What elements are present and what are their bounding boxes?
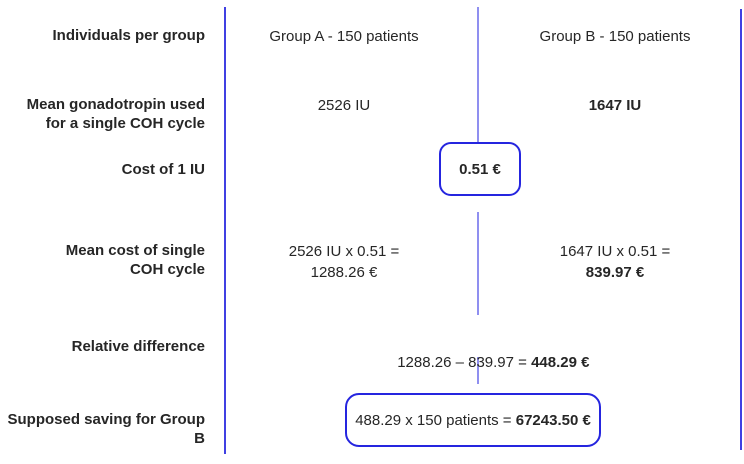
group-a-mean-cost: 2526 IU x 0.51 = 1288.26 € <box>288 243 400 281</box>
group-b-mean-cost-formula: 1647 IU x 0.51 = <box>559 243 671 260</box>
row-label-mean-cost: Mean cost of single COH cycle <box>65 242 205 278</box>
relative-difference-result: 448.29 € <box>531 354 590 371</box>
divider-line-left <box>224 7 226 454</box>
supposed-saving-result: 67243.50 € <box>515 411 591 429</box>
connector-line-bottom <box>477 357 479 384</box>
group-a-individuals: Group A - 150 patients <box>269 28 419 45</box>
row-label-mean-gonadotropin: Mean gonadotropin used for a single COH … <box>26 96 205 132</box>
group-b-mean-cost: 1647 IU x 0.51 = 839.97 € <box>484 241 744 283</box>
group-a-mean-gonadotropin: 2526 IU <box>317 97 371 114</box>
row-label-supposed-saving: Supposed saving for Group B <box>7 411 205 447</box>
cost-per-iu-value: 0.51 € <box>459 160 501 178</box>
relative-difference-formula: 1288.26 – 839.97 = <box>397 354 532 371</box>
connector-line-middle <box>477 212 479 315</box>
divider-line-right <box>740 9 742 450</box>
group-b-mean-cost-result: 839.97 € <box>585 264 645 281</box>
supposed-saving-box: 488.29 x 150 patients = 67243.50 € <box>345 393 601 447</box>
group-b-mean-gonadotropin: 1647 IU <box>588 97 642 114</box>
row-label-cost-of-1-iu: Cost of 1 IU <box>121 161 205 178</box>
connector-line-top <box>477 7 479 142</box>
supposed-saving-formula: 488.29 x 150 patients = <box>355 411 516 429</box>
group-b-individuals: Group B - 150 patients <box>539 28 691 45</box>
cost-per-iu-box: 0.51 € <box>439 142 521 196</box>
row-label-individuals-per-group: Individuals per group <box>52 27 205 44</box>
relative-difference-value: 1288.26 – 839.97 = 448.29 € <box>350 337 620 388</box>
row-label-relative-difference: Relative difference <box>71 338 205 355</box>
